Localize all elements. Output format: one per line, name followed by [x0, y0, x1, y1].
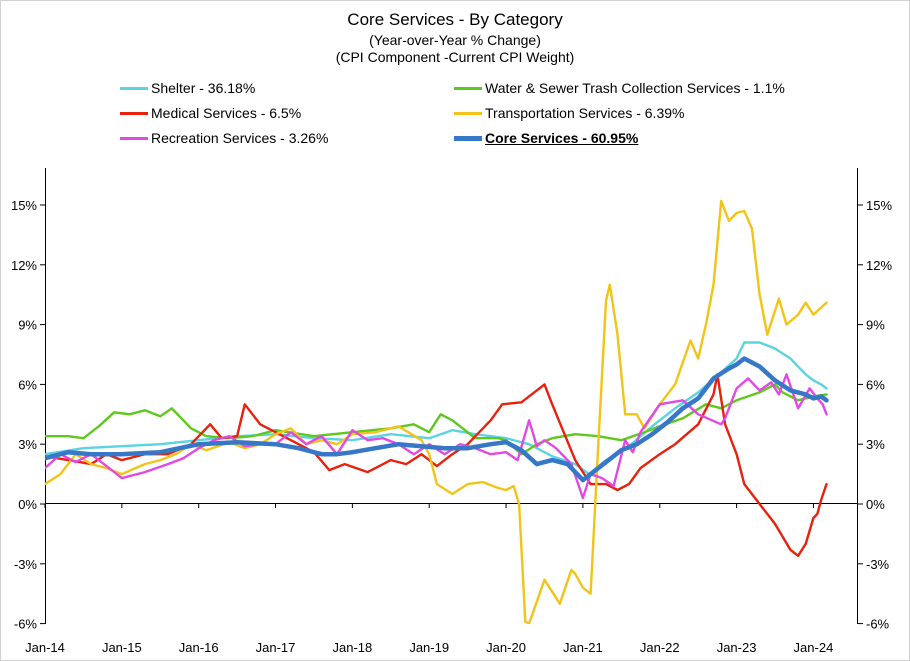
- legend-item-water-sewer: Water & Sewer Trash Collection Services …: [454, 78, 785, 98]
- legend-label-shelter: Shelter - 36.18%: [151, 80, 256, 96]
- y-tick-label-right: -6%: [866, 617, 890, 632]
- x-tick-label: Jan-21: [563, 640, 603, 655]
- legend-label-transportation: Transportation Services - 6.39%: [485, 105, 685, 121]
- y-tick-label-right: 3%: [866, 437, 885, 452]
- x-tick-label: Jan-15: [102, 640, 142, 655]
- legend-item-core-services: Core Services - 60.95%: [454, 128, 638, 148]
- legend-swatch-medical: [120, 111, 148, 115]
- x-tick-label: Jan-22: [640, 640, 680, 655]
- x-tick-label: Jan-16: [179, 640, 219, 655]
- y-tick-label-right: -3%: [866, 557, 890, 572]
- series-line-core-services: [45, 356, 829, 483]
- legend-label-core-services: Core Services - 60.95%: [485, 130, 639, 146]
- y-tick-label-left: 0%: [18, 497, 37, 512]
- y-tick-label-left: 15%: [11, 198, 37, 213]
- legend-swatch-transportation: [454, 111, 482, 115]
- x-tick-label: Jan-17: [256, 640, 296, 655]
- chart-subtitle-1: (Year-over-Year % Change): [369, 32, 541, 48]
- x-tick-label: Jan-24: [794, 640, 834, 655]
- legend-label-recreation: Recreation Services - 3.26%: [151, 130, 329, 146]
- y-tick-label-right: 6%: [866, 377, 885, 392]
- y-tick-label-left: 9%: [18, 318, 37, 333]
- y-tick-label-left: -3%: [14, 557, 38, 572]
- legend-swatch-shelter: [120, 86, 148, 90]
- series-line-water-sewer: [45, 383, 828, 456]
- legend-item-recreation: Recreation Services - 3.26%: [120, 128, 328, 148]
- y-tick-label-left: 6%: [18, 377, 37, 392]
- legend-swatch-water-sewer: [454, 86, 482, 90]
- x-tick-label: Jan-14: [25, 640, 65, 655]
- chart-subtitle-2: (CPI Component -Current CPI Weight): [335, 49, 575, 65]
- legend-label-water-sewer: Water & Sewer Trash Collection Services …: [485, 80, 785, 96]
- legend-item-shelter: Shelter - 36.18%: [120, 78, 255, 98]
- legend-label-medical: Medical Services - 6.5%: [151, 105, 302, 121]
- legend-swatch-recreation: [120, 136, 148, 140]
- y-tick-label-left: 3%: [18, 437, 37, 452]
- y-tick-label-right: 9%: [866, 318, 885, 333]
- series-line-transportation: [45, 199, 828, 624]
- x-tick-label: Jan-20: [486, 640, 526, 655]
- y-tick-label-right: 0%: [866, 497, 885, 512]
- y-tick-label-left: 12%: [11, 258, 37, 273]
- y-tick-label-right: 15%: [866, 198, 892, 213]
- y-tick-label-right: 12%: [866, 258, 892, 273]
- chart-title: Core Services - By Category: [347, 10, 563, 29]
- legend-item-transportation: Transportation Services - 6.39%: [454, 103, 684, 123]
- x-tick-label: Jan-19: [409, 640, 449, 655]
- x-tick-label: Jan-18: [332, 640, 372, 655]
- legend-item-medical: Medical Services - 6.5%: [120, 103, 301, 123]
- y-tick-label-left: -6%: [14, 617, 38, 632]
- legend-swatch-core-services: [454, 135, 482, 141]
- x-tick-label: Jan-23: [717, 640, 757, 655]
